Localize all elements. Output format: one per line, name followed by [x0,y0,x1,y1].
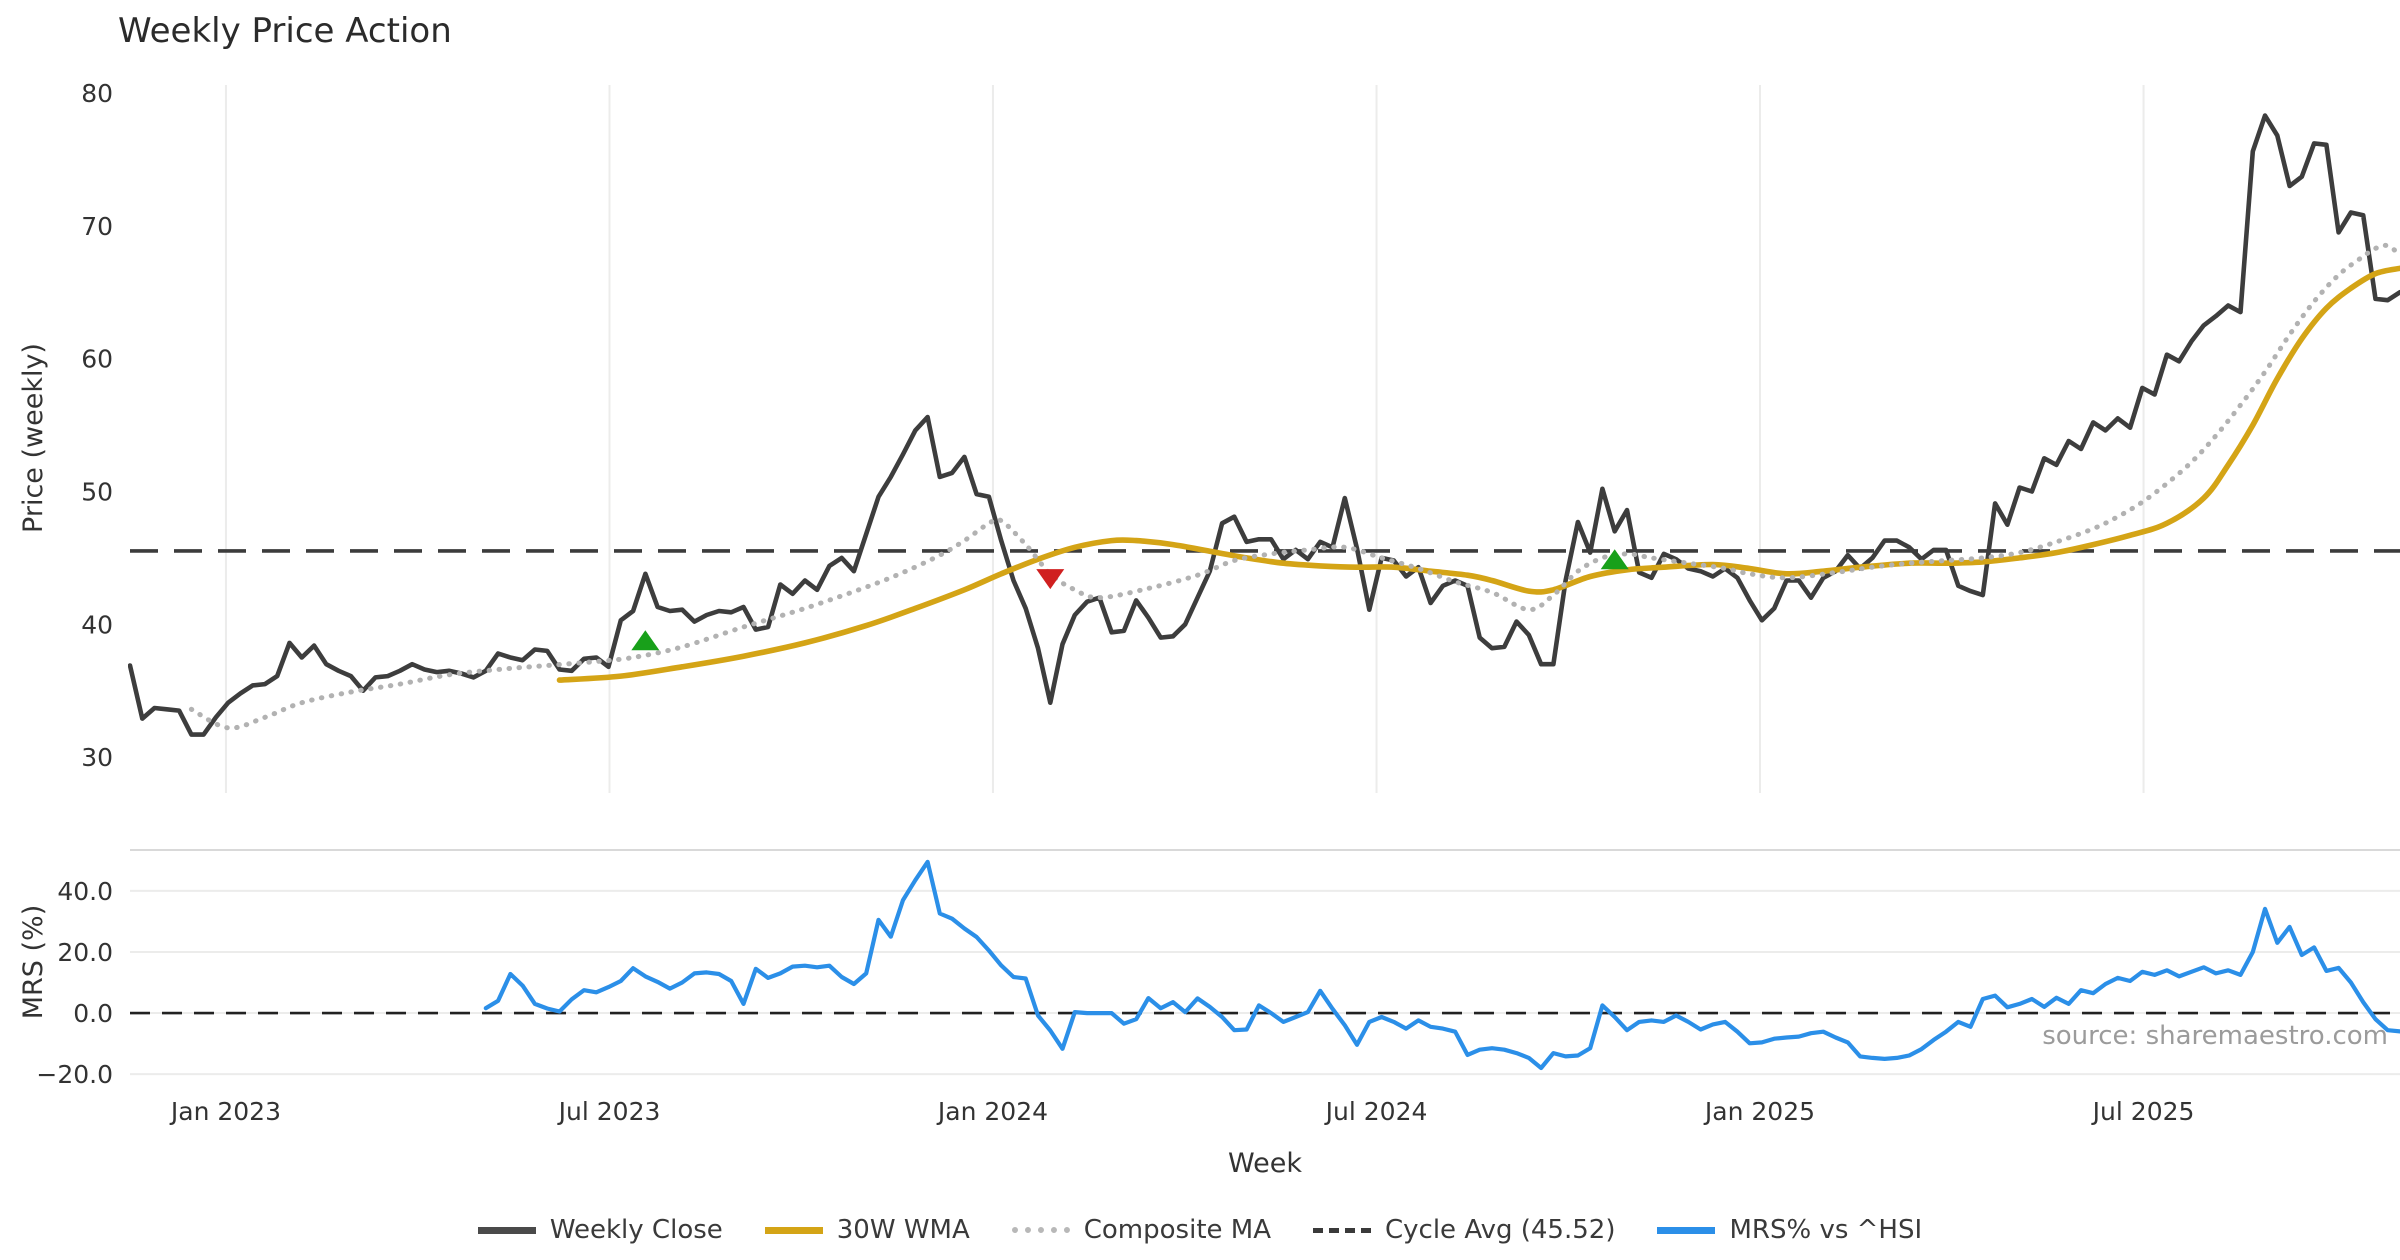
x-tick-label: Jul 2023 [557,1097,661,1126]
watermark: source: sharemaestro.com [2042,1021,2388,1051]
x-tick-label: Jan 2023 [169,1097,281,1126]
x-tick-label: Jul 2025 [2091,1097,2195,1126]
sell-signal-marker [1036,569,1065,590]
legend-label: MRS% vs ^HSI [1729,1215,1923,1245]
price-tick-label: 80 [81,79,113,108]
legend-swatch-solid [764,1226,823,1234]
mrs-tick-label: 20.0 [57,938,113,967]
price-tick-label: 50 [81,477,113,506]
signal-markers [631,549,1629,651]
x-tick-label: Jul 2024 [1324,1097,1428,1126]
price-tick-label: 60 [81,345,113,374]
mrs-axis-title: MRS (%) [18,905,49,1020]
legend-swatch-solid [1657,1226,1716,1234]
legend-label: 30W WMA [836,1215,970,1245]
legend-swatch-dashed [1313,1227,1371,1233]
legend-label: Composite MA [1083,1215,1271,1245]
series-close-line [128,113,2400,737]
x-axis-title: Week [1228,1148,1302,1179]
gridlines [130,85,2400,1076]
buy-signal-marker [631,630,660,651]
legend-item: Composite MA [1011,1215,1271,1245]
legend-swatch-solid [477,1226,536,1234]
mrs-tick-label: −20.0 [36,1060,113,1089]
axis-tick-labels: Jan 2023 Jul 2023 Jan 2024 Jul 2024 Jan 2025… [36,79,2194,1126]
price-tick-label: 30 [81,743,113,772]
buy-signal-marker [1600,549,1629,570]
data-series [128,113,2400,1071]
series-mrs-line [483,859,2400,1071]
chart-title: Weekly Price Action [118,11,452,51]
mrs-tick-label: 40.0 [57,877,113,906]
x-tick-label: Jan 2024 [936,1097,1048,1126]
legend-item: 30W WMA [764,1215,970,1245]
legend-item: Weekly Close [477,1215,723,1245]
series-wma-line [556,265,2400,683]
price-tick-label: 70 [81,212,113,241]
legend-swatch-dotted [1011,1227,1070,1233]
legend-item: Cycle Avg (45.52) [1313,1215,1615,1245]
legend: Weekly Close 30W WMA Composite MA Cycle Avg… [0,1215,2400,1245]
price-axis-title: Price (weekly) [18,343,49,533]
price-tick-label: 40 [81,610,113,639]
x-tick-label: Jan 2025 [1703,1097,1815,1126]
legend-label: Cycle Avg (45.52) [1385,1215,1616,1245]
mrs-tick-label: 0.0 [73,999,113,1028]
legend-label: Weekly Close [549,1215,723,1245]
legend-item: MRS% vs ^HSI [1657,1215,1922,1245]
series-composite-line [188,242,2400,731]
